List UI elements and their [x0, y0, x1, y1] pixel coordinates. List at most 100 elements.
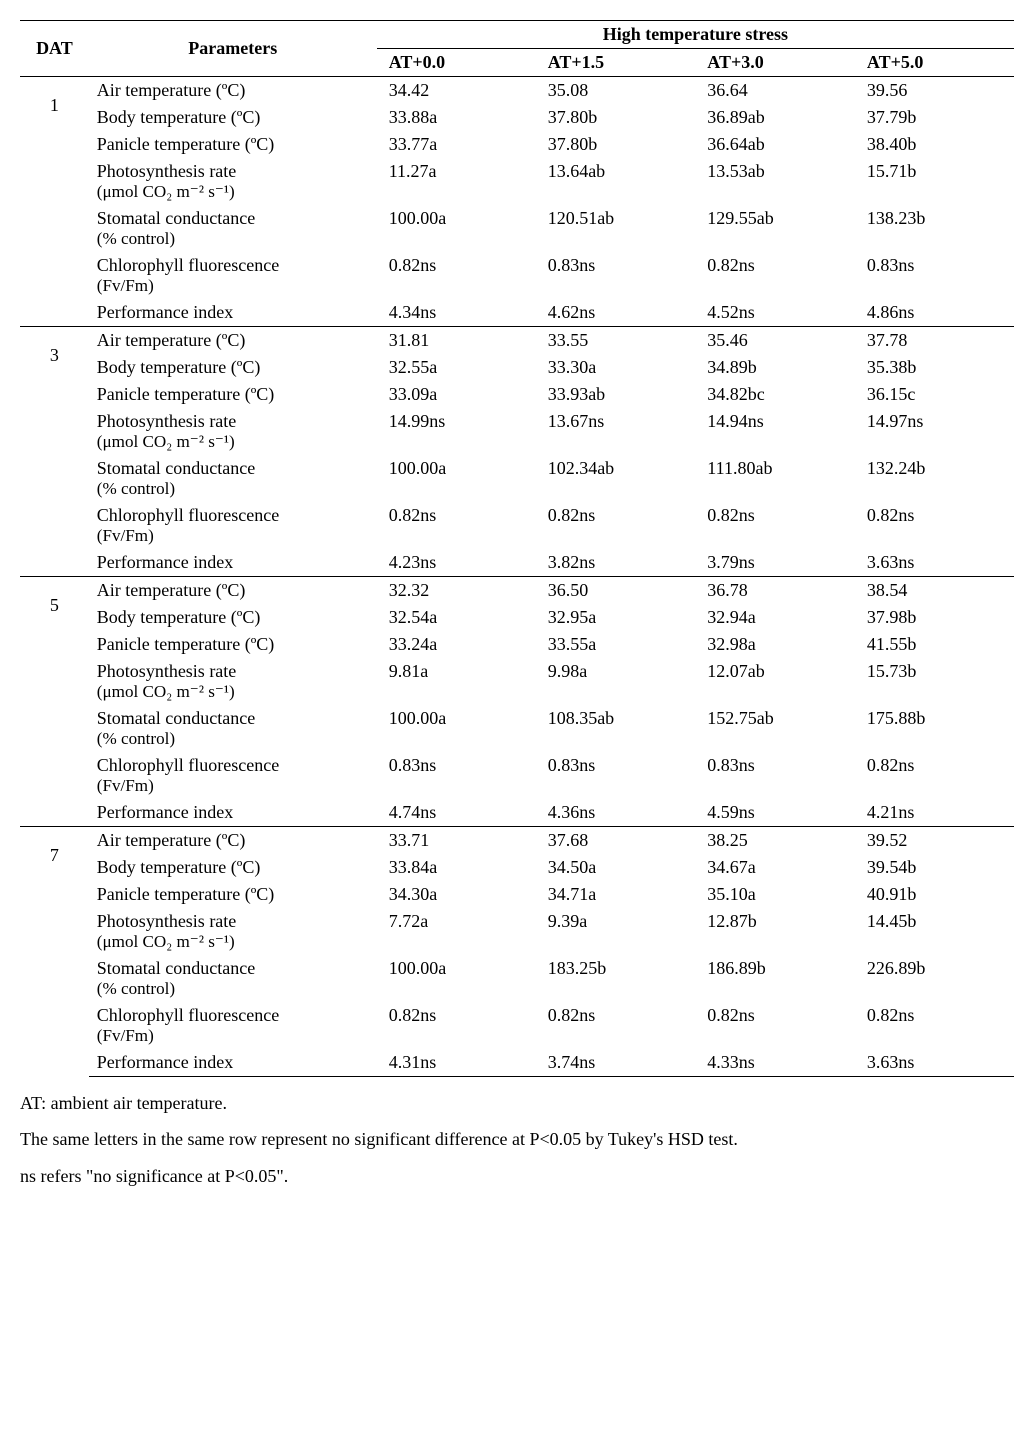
parameter-cell: Stomatal conductance(% control) — [89, 705, 377, 752]
table-row: Photosynthesis rate(μmol CO₂ m⁻² s⁻¹)9.8… — [20, 658, 1014, 705]
value-cell: 0.82ns — [377, 502, 536, 549]
value-cell: 9.98a — [536, 658, 696, 705]
parameter-main: Chlorophyll fluorescence — [97, 255, 369, 276]
parameter-main: Stomatal conductance — [97, 958, 369, 979]
dat-cell: 5 — [20, 577, 89, 827]
table-row: 3Air temperature (ºC)31.8133.5535.4637.7… — [20, 327, 1014, 355]
parameter-main: Chlorophyll fluorescence — [97, 505, 369, 526]
value-cell: 37.80b — [536, 104, 696, 131]
parameter-unit: (% control) — [97, 479, 369, 499]
parameter-cell: Photosynthesis rate(μmol CO₂ m⁻² s⁻¹) — [89, 158, 377, 205]
parameter-cell: Photosynthesis rate(μmol CO₂ m⁻² s⁻¹) — [89, 408, 377, 455]
value-cell: 111.80ab — [695, 455, 855, 502]
value-cell: 35.08 — [536, 77, 696, 105]
parameter-cell: Stomatal conductance(% control) — [89, 955, 377, 1002]
value-cell: 34.89b — [695, 354, 855, 381]
parameter-main: Stomatal conductance — [97, 458, 369, 479]
table-row: Performance index4.34ns4.62ns4.52ns4.86n… — [20, 299, 1014, 327]
value-cell: 32.54a — [377, 604, 536, 631]
value-cell: 7.72a — [377, 908, 536, 955]
value-cell: 36.15c — [855, 381, 1014, 408]
parameter-unit: (Fv/Fm) — [97, 526, 369, 546]
value-cell: 33.93ab — [536, 381, 696, 408]
parameter-cell: Panicle temperature (ºC) — [89, 381, 377, 408]
parameter-cell: Body temperature (ºC) — [89, 604, 377, 631]
parameter-cell: Photosynthesis rate(μmol CO₂ m⁻² s⁻¹) — [89, 658, 377, 705]
value-cell: 11.27a — [377, 158, 536, 205]
parameter-unit: (% control) — [97, 229, 369, 249]
table-row: Body temperature (ºC)33.84a34.50a34.67a3… — [20, 854, 1014, 881]
table-row: Body temperature (ºC)32.55a33.30a34.89b3… — [20, 354, 1014, 381]
value-cell: 100.00a — [377, 705, 536, 752]
value-cell: 34.42 — [377, 77, 536, 105]
parameter-cell: Performance index — [89, 1049, 377, 1077]
value-cell: 13.53ab — [695, 158, 855, 205]
value-cell: 9.39a — [536, 908, 696, 955]
value-cell: 138.23b — [855, 205, 1014, 252]
header-treatment-0: AT+0.0 — [377, 49, 536, 77]
value-cell: 36.50 — [536, 577, 696, 605]
parameter-unit: (μmol CO₂ m⁻² s⁻¹) — [97, 432, 369, 452]
parameter-cell: Performance index — [89, 549, 377, 577]
value-cell: 38.25 — [695, 827, 855, 855]
value-cell: 4.52ns — [695, 299, 855, 327]
value-cell: 36.78 — [695, 577, 855, 605]
table-row: 1Air temperature (ºC)34.4235.0836.6439.5… — [20, 77, 1014, 105]
value-cell: 13.64ab — [536, 158, 696, 205]
value-cell: 34.50a — [536, 854, 696, 881]
header-treatment-1: AT+1.5 — [536, 49, 696, 77]
parameter-cell: Chlorophyll fluorescence(Fv/Fm) — [89, 252, 377, 299]
table-row: Chlorophyll fluorescence(Fv/Fm)0.82ns0.8… — [20, 1002, 1014, 1049]
value-cell: 14.99ns — [377, 408, 536, 455]
parameter-cell: Panicle temperature (ºC) — [89, 881, 377, 908]
parameter-main: Stomatal conductance — [97, 708, 369, 729]
parameter-cell: Body temperature (ºC) — [89, 854, 377, 881]
value-cell: 0.82ns — [536, 1002, 696, 1049]
value-cell: 33.77a — [377, 131, 536, 158]
value-cell: 34.82bc — [695, 381, 855, 408]
value-cell: 0.82ns — [377, 252, 536, 299]
parameter-main: Stomatal conductance — [97, 208, 369, 229]
dat-cell: 1 — [20, 77, 89, 327]
header-dat: DAT — [20, 21, 89, 77]
value-cell: 0.82ns — [695, 1002, 855, 1049]
value-cell: 4.74ns — [377, 799, 536, 827]
value-cell: 40.91b — [855, 881, 1014, 908]
value-cell: 4.59ns — [695, 799, 855, 827]
value-cell: 15.73b — [855, 658, 1014, 705]
value-cell: 32.98a — [695, 631, 855, 658]
parameter-unit: (μmol CO₂ m⁻² s⁻¹) — [97, 682, 369, 702]
table-row: Chlorophyll fluorescence(Fv/Fm)0.83ns0.8… — [20, 752, 1014, 799]
value-cell: 4.36ns — [536, 799, 696, 827]
value-cell: 33.24a — [377, 631, 536, 658]
header-parameters: Parameters — [89, 21, 377, 77]
value-cell: 14.97ns — [855, 408, 1014, 455]
parameter-cell: Performance index — [89, 799, 377, 827]
value-cell: 0.83ns — [377, 752, 536, 799]
value-cell: 0.82ns — [855, 752, 1014, 799]
value-cell: 33.55a — [536, 631, 696, 658]
value-cell: 0.82ns — [536, 502, 696, 549]
parameter-cell: Body temperature (ºC) — [89, 354, 377, 381]
parameter-unit: (Fv/Fm) — [97, 776, 369, 796]
parameter-cell: Air temperature (ºC) — [89, 327, 377, 355]
value-cell: 4.31ns — [377, 1049, 536, 1077]
value-cell: 3.63ns — [855, 549, 1014, 577]
value-cell: 35.46 — [695, 327, 855, 355]
value-cell: 32.95a — [536, 604, 696, 631]
table-row: Performance index4.23ns3.82ns3.79ns3.63n… — [20, 549, 1014, 577]
value-cell: 33.09a — [377, 381, 536, 408]
parameter-unit: (% control) — [97, 979, 369, 999]
value-cell: 32.32 — [377, 577, 536, 605]
value-cell: 108.35ab — [536, 705, 696, 752]
value-cell: 32.94a — [695, 604, 855, 631]
value-cell: 33.55 — [536, 327, 696, 355]
table-row: Stomatal conductance(% control)100.00a12… — [20, 205, 1014, 252]
value-cell: 3.82ns — [536, 549, 696, 577]
value-cell: 129.55ab — [695, 205, 855, 252]
table-row: 7Air temperature (ºC)33.7137.6838.2539.5… — [20, 827, 1014, 855]
header-treatment-2: AT+3.0 — [695, 49, 855, 77]
parameter-unit: (Fv/Fm) — [97, 276, 369, 296]
value-cell: 0.83ns — [536, 252, 696, 299]
footnotes: AT: ambient air temperature. The same le… — [20, 1087, 1014, 1192]
